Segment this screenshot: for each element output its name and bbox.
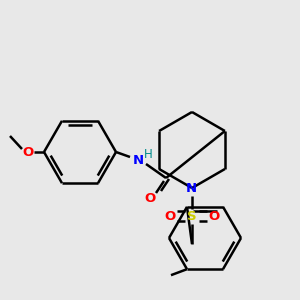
Text: N: N [132,154,144,166]
Text: O: O [22,146,34,158]
Text: O: O [208,209,220,223]
Text: O: O [144,191,156,205]
Text: H: H [144,148,152,161]
Text: S: S [187,209,197,223]
Text: O: O [164,209,175,223]
Text: N: N [185,182,197,196]
